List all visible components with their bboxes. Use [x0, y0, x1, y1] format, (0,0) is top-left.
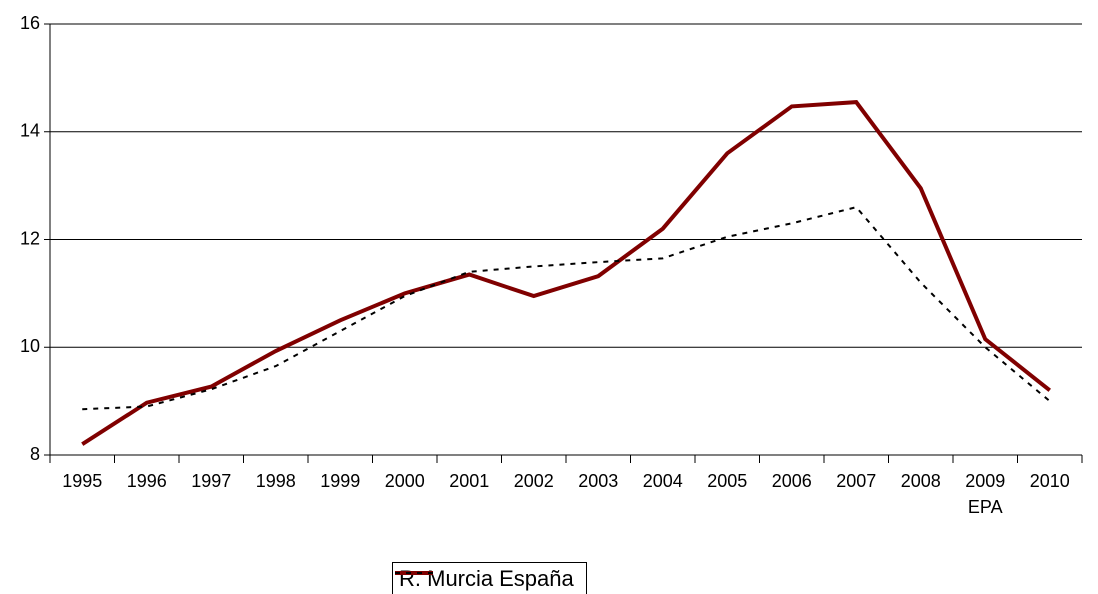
- series-line: [82, 206, 1051, 411]
- x-tick-label: 2005: [707, 471, 748, 491]
- x-tick-label: 2002: [513, 471, 554, 491]
- x-tick-label: 2006: [771, 471, 812, 491]
- legend-label: España: [499, 565, 574, 591]
- x-tick-label: 2003: [578, 471, 619, 491]
- x-tick-label: 1995: [62, 471, 103, 491]
- y-tick-label: 10: [20, 336, 40, 356]
- y-tick-label: 12: [20, 228, 40, 248]
- y-tick-label: 16: [20, 13, 40, 33]
- x-tick-label: 1996: [126, 471, 167, 491]
- x-tick-label: 2000: [384, 471, 425, 491]
- x-tick-label: 2001: [449, 471, 490, 491]
- legend: R. Murcia España: [392, 562, 587, 594]
- legend-item: R. Murcia: [395, 565, 494, 592]
- y-tick-label: 14: [20, 121, 40, 141]
- series-line: [81, 100, 1051, 446]
- x-tick-label: 2007: [836, 471, 877, 491]
- x-tick-label: 2004: [642, 471, 683, 491]
- legend-swatch: [395, 572, 433, 574]
- x-tick-label: 1998: [255, 471, 296, 491]
- x-tick-label: 2008: [900, 471, 941, 491]
- x-tick-label: 2010: [1029, 471, 1070, 491]
- x-tick-label: 2009 EPA: [965, 471, 1006, 517]
- x-tick-label: 1997: [191, 471, 232, 491]
- x-tick-label: 1999: [320, 471, 361, 491]
- legend-swatch: [395, 571, 433, 575]
- legend-item: España: [395, 565, 574, 592]
- legend-label: R. Murcia: [399, 565, 494, 591]
- y-tick-label: 8: [30, 444, 40, 464]
